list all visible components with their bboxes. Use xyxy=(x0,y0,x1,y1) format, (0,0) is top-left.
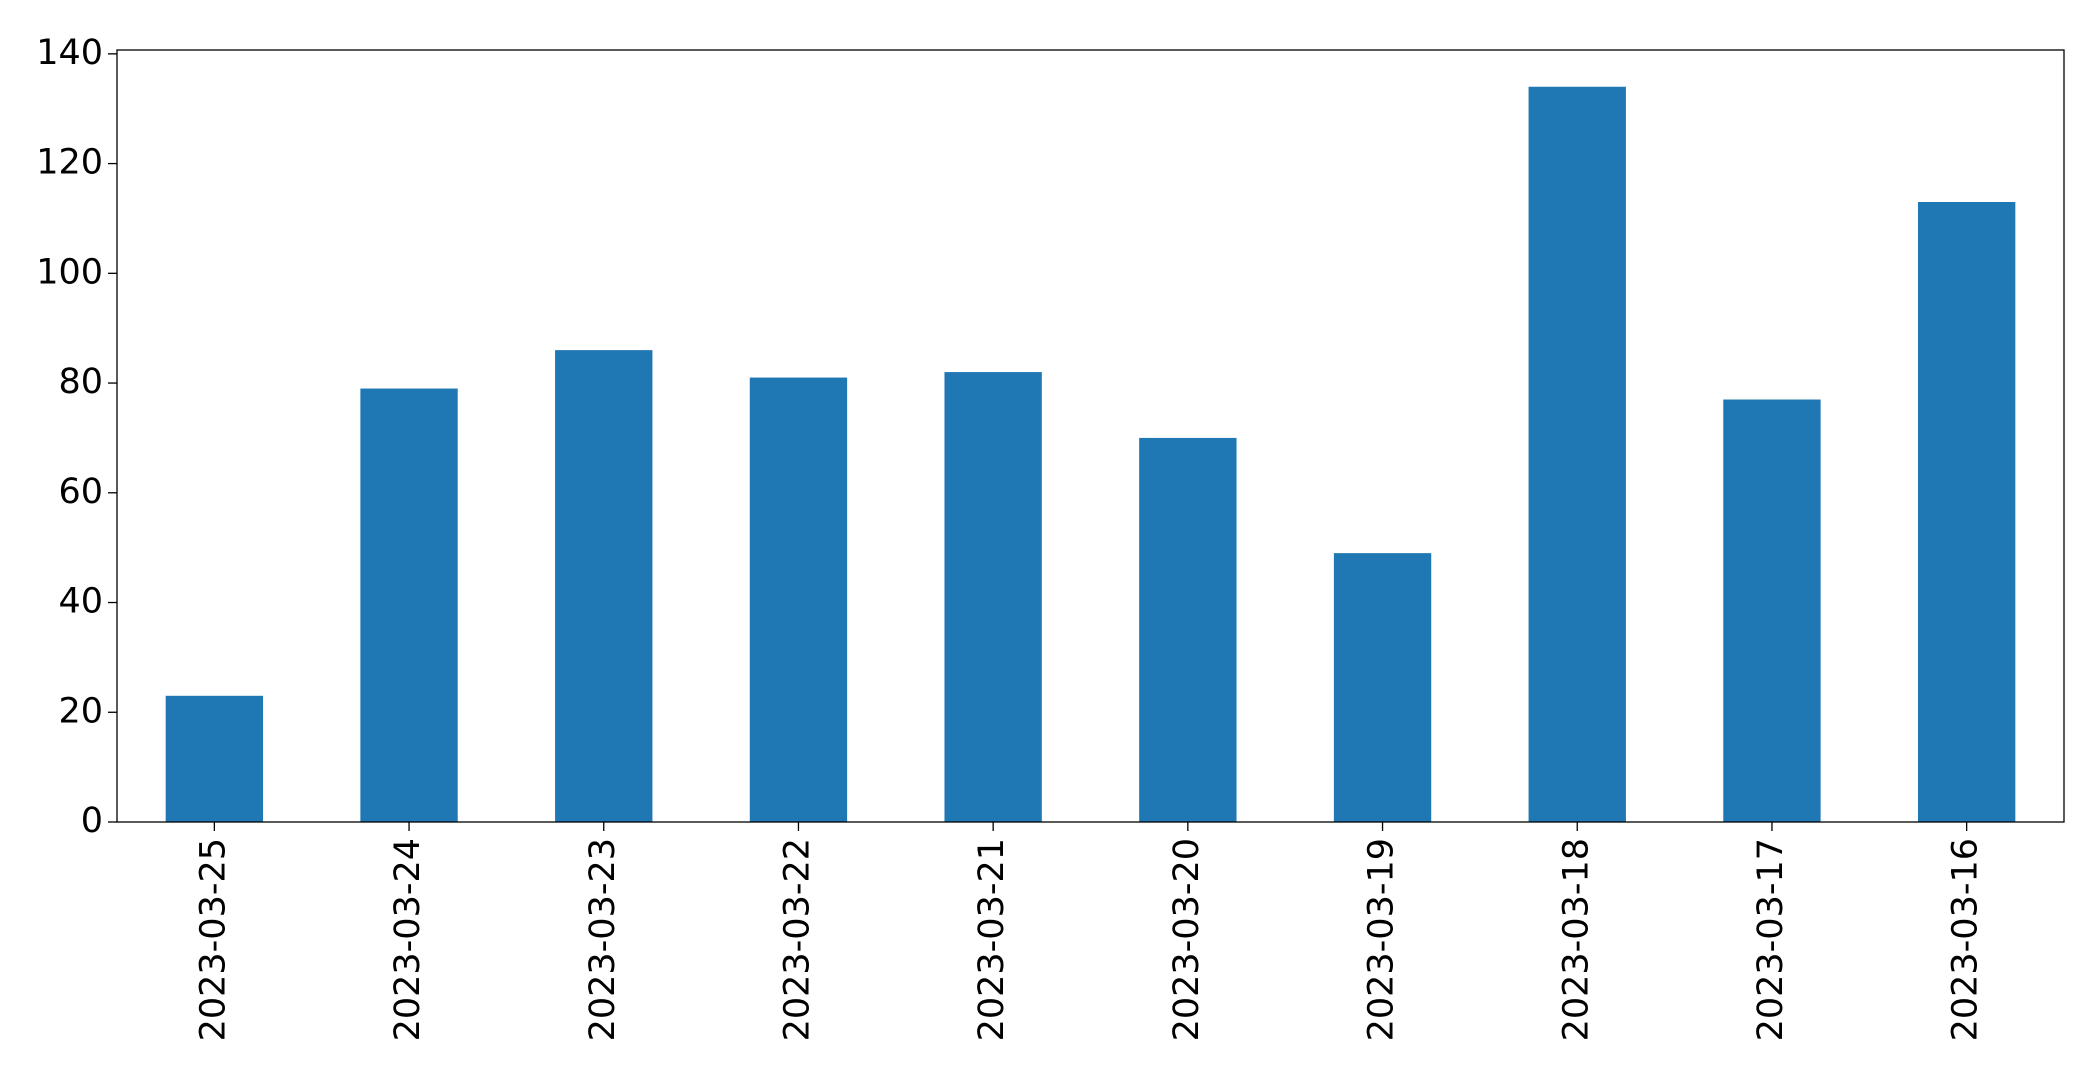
x-tick-label: 2023-03-22 xyxy=(777,838,817,1041)
bar xyxy=(360,388,458,822)
x-tick-label: 2023-03-17 xyxy=(1751,838,1791,1041)
bar xyxy=(1723,399,1821,822)
x-tick-label: 2023-03-21 xyxy=(972,838,1012,1041)
y-tick-label: 40 xyxy=(58,582,103,622)
y-tick-label: 20 xyxy=(58,691,103,731)
x-tick-label: 2023-03-23 xyxy=(583,838,623,1041)
y-tick-label: 0 xyxy=(81,801,103,841)
y-tick-label: 120 xyxy=(36,143,103,183)
x-tick-label: 2023-03-24 xyxy=(388,838,428,1041)
bar xyxy=(1528,86,1626,822)
x-tick-label: 2023-03-19 xyxy=(1362,838,1402,1041)
x-tick-label: 2023-03-16 xyxy=(1946,838,1986,1041)
y-tick-label: 100 xyxy=(36,252,103,292)
bar xyxy=(1917,201,2016,822)
bar xyxy=(944,372,1042,822)
y-tick-label: 140 xyxy=(36,33,103,73)
x-tick-label: 2023-03-18 xyxy=(1556,838,1596,1041)
bar xyxy=(749,377,848,822)
x-tick-label: 2023-03-20 xyxy=(1167,838,1207,1041)
axes-frame xyxy=(116,49,2065,823)
bar xyxy=(555,350,653,822)
bar xyxy=(165,695,264,822)
y-tick-label: 60 xyxy=(58,472,103,512)
bar xyxy=(1139,437,1237,822)
x-tick-label: 2023-03-25 xyxy=(193,838,233,1041)
y-tick-label: 80 xyxy=(58,362,103,402)
bar xyxy=(1333,553,1432,822)
